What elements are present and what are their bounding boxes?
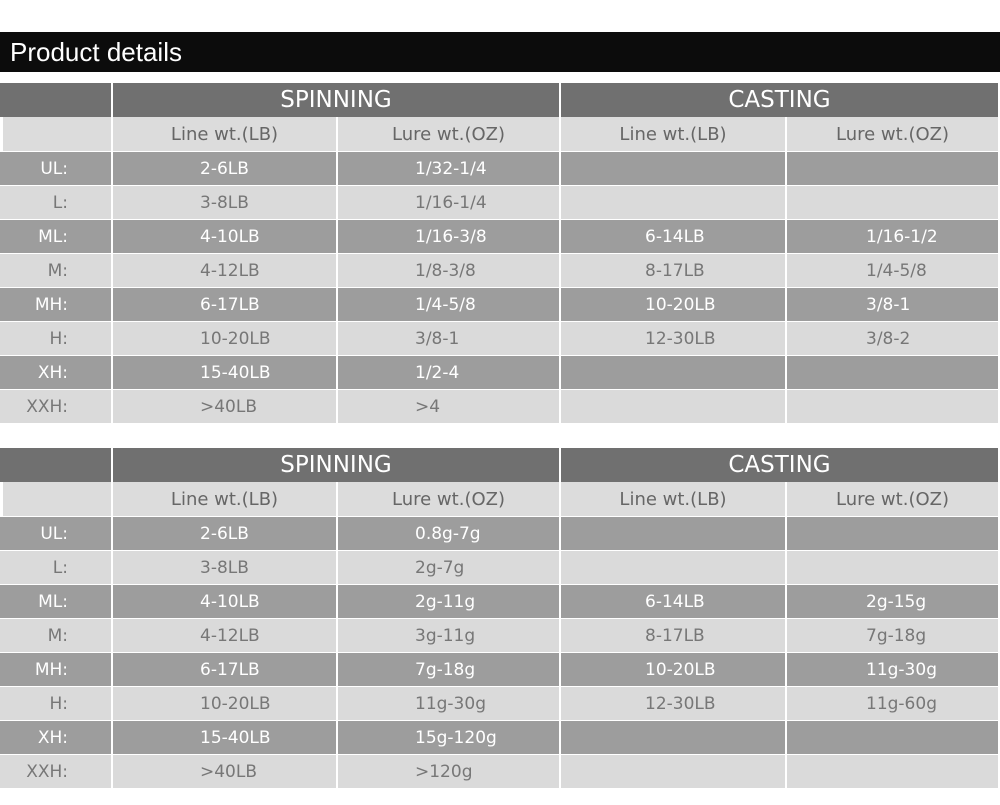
header-cell [0, 83, 113, 117]
cell: 7g-18g [787, 618, 1000, 652]
cell [787, 389, 1000, 423]
cell [787, 151, 1000, 185]
cell: 4-12LB [113, 618, 338, 652]
header-cell: CASTING [561, 83, 1000, 117]
cell [561, 550, 787, 584]
header-cell: SPINNING [113, 83, 561, 117]
cell: 8-17LB [561, 618, 787, 652]
cell: 6-14LB [561, 584, 787, 618]
cell: 1/4-5/8 [787, 253, 1000, 287]
cell [787, 754, 1000, 788]
cell: 6-14LB [561, 219, 787, 253]
cell: 10-20LB [113, 321, 338, 355]
cell [561, 754, 787, 788]
row-label: UL: [0, 516, 113, 550]
cell: 10-20LB [113, 686, 338, 720]
cell: 1/16-1/2 [787, 219, 1000, 253]
subheader-cell: Lure wt.(OZ) [338, 482, 561, 516]
cell: 11g-30g [787, 652, 1000, 686]
cell [561, 185, 787, 219]
cell: 11g-60g [787, 686, 1000, 720]
cell: 12-30LB [561, 686, 787, 720]
cell: 3/8-1 [338, 321, 561, 355]
row-label: UL: [0, 151, 113, 185]
row-label: MH: [0, 652, 113, 686]
cell: 4-10LB [113, 584, 338, 618]
cell: 7g-18g [338, 652, 561, 686]
cell: 0.8g-7g [338, 516, 561, 550]
header-cell: CASTING [561, 448, 1000, 482]
cell [561, 355, 787, 389]
row-label: L: [0, 185, 113, 219]
cell: 15-40LB [113, 355, 338, 389]
cell [787, 516, 1000, 550]
cell [787, 355, 1000, 389]
cell: 11g-30g [338, 686, 561, 720]
row-label: XH: [0, 355, 113, 389]
subheader-cell: Lure wt.(OZ) [787, 117, 1000, 151]
row-label: XH: [0, 720, 113, 754]
cell [561, 516, 787, 550]
cell [561, 151, 787, 185]
cell: 3-8LB [113, 185, 338, 219]
cell: 1/32-1/4 [338, 151, 561, 185]
header-cell: SPINNING [113, 448, 561, 482]
subheader-cell: Line wt.(LB) [113, 482, 338, 516]
cell: 1/16-1/4 [338, 185, 561, 219]
cell: 2g-15g [787, 584, 1000, 618]
cell: 4-12LB [113, 253, 338, 287]
cell: 15-40LB [113, 720, 338, 754]
cell: >120g [338, 754, 561, 788]
row-label: L: [0, 550, 113, 584]
row-label: M: [0, 253, 113, 287]
cell: 3-8LB [113, 550, 338, 584]
subheader-cell: Lure wt.(OZ) [787, 482, 1000, 516]
cell: 1/4-5/8 [338, 287, 561, 321]
row-label: M: [0, 618, 113, 652]
row-label: ML: [0, 584, 113, 618]
cell: 12-30LB [561, 321, 787, 355]
subheader-cell: Line wt.(LB) [561, 117, 787, 151]
subheader-cell: Line wt.(LB) [113, 117, 338, 151]
cell: 6-17LB [113, 287, 338, 321]
cell: >40LB [113, 754, 338, 788]
cell: 1/16-3/8 [338, 219, 561, 253]
cell: 2g-11g [338, 584, 561, 618]
cell: 2-6LB [113, 151, 338, 185]
cell [561, 389, 787, 423]
cell: 1/2-4 [338, 355, 561, 389]
row-label: XXH: [0, 389, 113, 423]
cell: 1/8-3/8 [338, 253, 561, 287]
row-label: ML: [0, 219, 113, 253]
page-title: Product details [0, 32, 1000, 72]
row-label: MH: [0, 287, 113, 321]
cell: 6-17LB [113, 652, 338, 686]
subheader-cell: Lure wt.(OZ) [338, 117, 561, 151]
cell [561, 720, 787, 754]
cell: 4-10LB [113, 219, 338, 253]
cell: 3/8-1 [787, 287, 1000, 321]
row-label: XXH: [0, 754, 113, 788]
header-cell [0, 448, 113, 482]
cell: 10-20LB [561, 287, 787, 321]
cell [787, 185, 1000, 219]
cell: 2g-7g [338, 550, 561, 584]
cell: 10-20LB [561, 652, 787, 686]
cell: 3g-11g [338, 618, 561, 652]
cell: >40LB [113, 389, 338, 423]
cell: 2-6LB [113, 516, 338, 550]
subheader-cell: Line wt.(LB) [561, 482, 787, 516]
cell [787, 720, 1000, 754]
row-label: H: [0, 321, 113, 355]
cell: >4 [338, 389, 561, 423]
cell: 15g-120g [338, 720, 561, 754]
cell [787, 550, 1000, 584]
cell: 8-17LB [561, 253, 787, 287]
cell: 3/8-2 [787, 321, 1000, 355]
subheader-cell [0, 117, 113, 151]
row-label: H: [0, 686, 113, 720]
subheader-cell [0, 482, 113, 516]
